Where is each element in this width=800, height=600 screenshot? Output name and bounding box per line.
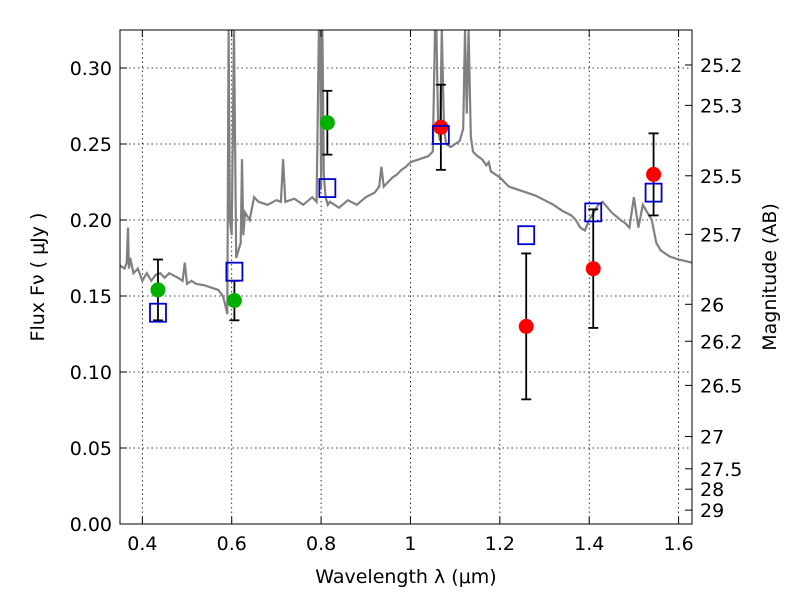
y-tick-label: 0.00: [70, 514, 112, 536]
observed-points: [150, 115, 662, 334]
model-point: [149, 302, 167, 323]
observed-point: [226, 293, 242, 309]
x-tick-label: 1: [404, 533, 416, 555]
y-tick-label: 0.15: [70, 286, 112, 308]
mag-tick-label: 25.2: [700, 55, 742, 77]
y-tick-label: 0.10: [70, 362, 112, 384]
y-tick-label: 0.30: [70, 58, 112, 80]
observed-point: [433, 119, 449, 135]
model-point: [431, 124, 450, 145]
x-tick-label: 0.4: [127, 533, 157, 555]
x-tick-label: 1.2: [485, 533, 515, 555]
mag-tick-label: 25.5: [700, 166, 742, 188]
mag-tick-label: 25.3: [700, 95, 742, 117]
observed-point: [585, 261, 601, 277]
model-point: [225, 261, 244, 282]
spectrum-line: [120, 30, 692, 315]
model-point: [517, 225, 536, 246]
x-axis-label: Wavelength λ (μm): [315, 566, 496, 588]
model-point: [318, 178, 337, 198]
x-tick-label: 0.6: [217, 533, 247, 555]
y2-axis-label: Magnitude (AB): [759, 203, 781, 351]
y-tick-label: 0.25: [70, 134, 112, 156]
mag-tick-label: 26.5: [700, 375, 742, 397]
grid-lines: [120, 30, 692, 525]
mag-tick-label: 27.5: [700, 459, 742, 481]
mag-tick-label: 25.7: [700, 224, 742, 246]
x-tick-label: 1.4: [574, 533, 604, 555]
x-tick-label: 1.6: [663, 533, 693, 555]
observed-point: [150, 282, 166, 298]
x-tick-label: 0.8: [306, 533, 336, 555]
observed-point: [646, 166, 662, 182]
model-points: [149, 124, 663, 323]
y-tick-label: 0.20: [70, 210, 112, 232]
model-point: [644, 182, 663, 203]
mag-tick-label: 28: [700, 479, 724, 501]
model-point: [584, 202, 603, 223]
mag-tick-label: 26.2: [700, 331, 742, 353]
plot-frame: [119, 29, 693, 525]
mag-tick-label: 26: [700, 294, 724, 316]
y-axis-label: Flux Fν ( μJy ): [27, 213, 49, 342]
mag-tick-label: 29: [700, 500, 724, 522]
observed-point: [518, 318, 534, 334]
mag-tick-label: 27: [700, 427, 724, 449]
y-axis-ticks: 0.00 0.05 0.10 0.15 0.20 0.25 0.30: [70, 58, 127, 536]
plot-area: [120, 30, 692, 401]
observed-point: [319, 115, 335, 131]
x-axis-ticks: 0.4 0.6 0.8 1 1.2 1.4 1.6: [127, 30, 694, 555]
y-tick-label: 0.05: [70, 438, 112, 460]
